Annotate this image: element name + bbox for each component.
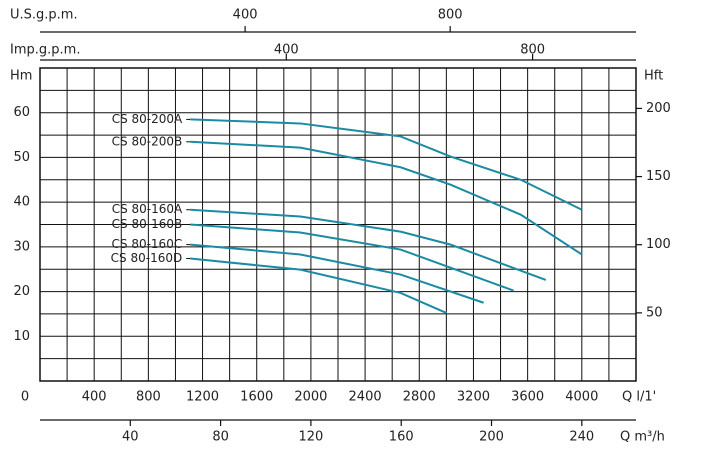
- x-tick-label: 1600: [240, 390, 273, 405]
- extra-axis-tick-label: 400: [274, 43, 299, 58]
- extra-axis-label: Imp.g.p.m.: [10, 43, 80, 58]
- curve: [190, 223, 515, 292]
- x-tick-label: 3200: [457, 390, 490, 405]
- series-label: CS 80-160B: [112, 217, 183, 231]
- extra-axis-tick-label: 160: [389, 430, 414, 445]
- x-tick-label: 1200: [186, 390, 219, 405]
- x-tick-label: 400: [82, 390, 107, 405]
- plot-frame: [39, 67, 637, 382]
- x-axis-label: Q l/1': [622, 390, 656, 405]
- series-label: CS 80-160A: [112, 202, 183, 216]
- y2-tick-label: 150: [646, 169, 671, 184]
- x-tick-label: 2400: [349, 390, 382, 405]
- x-tick-label: 4000: [565, 390, 598, 405]
- x-tick-label: 2000: [294, 390, 327, 405]
- y-tick-label: 60: [13, 105, 30, 120]
- extra-axis-tick-label: 800: [520, 43, 545, 58]
- curve: [190, 257, 448, 314]
- curve: [190, 118, 583, 211]
- curve: [190, 243, 484, 304]
- x-tick-label: 0: [21, 390, 29, 405]
- extra-axis-label: U.S.g.p.m.: [10, 8, 78, 23]
- y2-axis-label: Hft: [644, 69, 663, 84]
- x-tick-label: 3600: [511, 390, 544, 405]
- x-tick-label: 800: [136, 390, 161, 405]
- y-tick-label: 30: [13, 239, 30, 254]
- y-tick-label: 40: [13, 195, 30, 210]
- series-label: CS 80-200B: [112, 134, 183, 148]
- series-label: CS 80-160D: [111, 251, 183, 265]
- y-tick-label: 20: [13, 284, 30, 299]
- extra-axis-tick-label: 80: [212, 430, 229, 445]
- curve: [190, 208, 547, 281]
- extra-axis-tick-label: 240: [569, 430, 594, 445]
- y-tick-label: 10: [13, 329, 30, 344]
- x-tick-label: 2800: [403, 390, 436, 405]
- extra-axis-tick-label: 120: [298, 430, 323, 445]
- y2-tick-label: 200: [646, 101, 671, 116]
- y2-tick-label: 50: [646, 305, 663, 320]
- y-tick-label: 50: [13, 150, 30, 165]
- series-label: CS 80-160C: [112, 237, 183, 251]
- extra-axis-tick-label: 400: [233, 8, 258, 23]
- extra-axis-tick-label: 40: [122, 430, 139, 445]
- extra-axis-tick-label: 800: [438, 8, 463, 23]
- y2-tick-label: 100: [646, 237, 671, 252]
- series-label: CS 80-200A: [112, 112, 183, 126]
- extra-axis-tick-label: 200: [479, 430, 504, 445]
- curve: [190, 140, 583, 256]
- extra-axis-label: Q m³/h: [620, 430, 665, 445]
- y-axis-label: Hm: [10, 69, 32, 84]
